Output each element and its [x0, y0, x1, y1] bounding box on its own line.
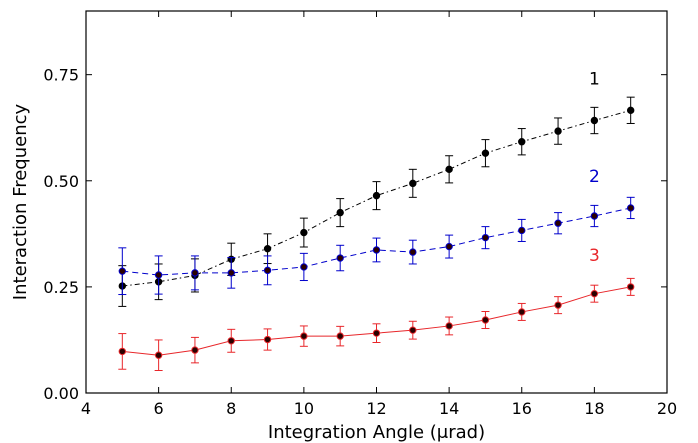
- x-tick-label: 8: [226, 399, 236, 418]
- data-point: [626, 106, 635, 115]
- data-point: [445, 165, 453, 174]
- data-point: [409, 248, 417, 256]
- y-tick-label: 0.50: [43, 172, 79, 191]
- data-point: [118, 347, 127, 356]
- series-1: 1: [118, 69, 635, 307]
- data-point: [118, 267, 127, 275]
- data-point: [481, 233, 490, 242]
- series-line: [122, 207, 631, 276]
- data-point: [300, 332, 308, 340]
- data-point: [590, 116, 599, 125]
- data-point: [590, 289, 599, 298]
- series-label: 1: [589, 69, 600, 89]
- series-label: 3: [589, 246, 600, 266]
- x-tick-label: 6: [154, 399, 164, 418]
- x-axis-label: Integration Angle (μrad): [268, 422, 485, 443]
- data-point: [263, 335, 272, 344]
- x-tick-label: 20: [657, 399, 677, 418]
- x-tick-label: 16: [512, 399, 532, 418]
- y-tick-label: 0.25: [43, 278, 79, 297]
- series-label: 2: [589, 167, 600, 187]
- data-point: [263, 244, 272, 253]
- data-point: [263, 266, 272, 275]
- x-tick-label: 10: [294, 399, 314, 418]
- data-point: [518, 308, 526, 316]
- data-point: [372, 246, 381, 254]
- data-point: [626, 204, 635, 212]
- data-point: [409, 179, 417, 188]
- data-point: [481, 316, 490, 324]
- data-point: [227, 269, 235, 277]
- data-point: [372, 191, 381, 200]
- x-tick-label: 18: [584, 399, 604, 418]
- data-point: [590, 212, 599, 220]
- x-tick-label: 12: [366, 399, 386, 418]
- data-point: [336, 208, 344, 217]
- data-point: [191, 346, 199, 354]
- y-axis-label: Interaction Frequency: [10, 103, 31, 300]
- y-tick-label: 0.75: [43, 66, 79, 85]
- data-point: [554, 127, 562, 135]
- y-tick-label: 0.00: [43, 384, 79, 403]
- data-point: [554, 219, 562, 227]
- data-point: [445, 242, 453, 251]
- data-point: [154, 351, 163, 359]
- data-point: [300, 228, 308, 237]
- series-2: 2: [118, 167, 635, 296]
- data-point: [626, 283, 635, 291]
- data-point: [154, 271, 163, 279]
- data-point: [336, 332, 344, 340]
- data-point: [409, 326, 417, 334]
- data-point: [554, 301, 562, 309]
- series-3: 3: [118, 246, 635, 372]
- data-point: [372, 329, 381, 337]
- data-point: [481, 149, 490, 157]
- data-point: [445, 322, 453, 330]
- x-tick-label: 4: [81, 399, 91, 418]
- data-point: [518, 226, 526, 235]
- data-point: [518, 138, 526, 146]
- series-line: [122, 109, 631, 287]
- x-tick-label: 14: [439, 399, 459, 418]
- data-point: [300, 263, 308, 271]
- data-point: [227, 337, 235, 345]
- data-point: [191, 269, 199, 277]
- data-point: [336, 254, 344, 262]
